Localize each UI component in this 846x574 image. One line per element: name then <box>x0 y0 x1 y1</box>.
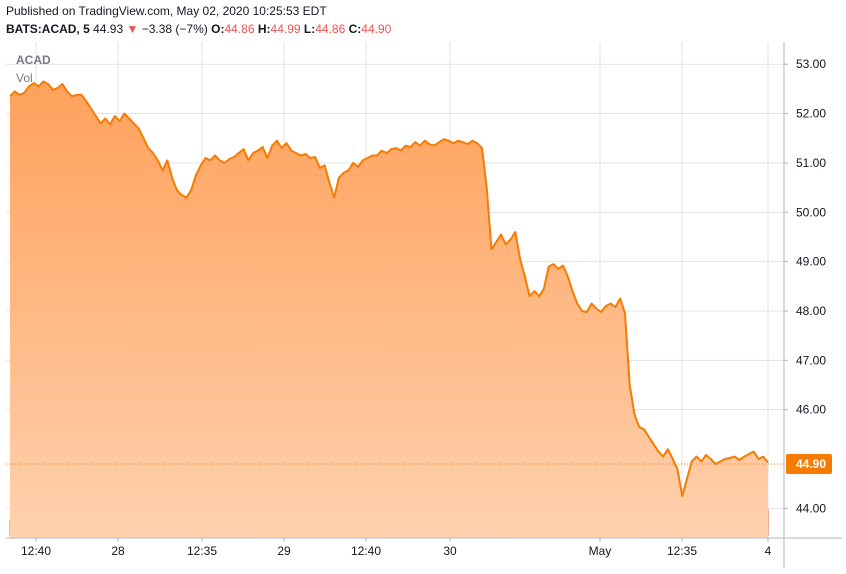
price-tick-label: 51.00 <box>796 156 826 170</box>
price-tick-label: 49.00 <box>796 255 826 269</box>
price-area-fill <box>10 81 768 538</box>
price-tick-label: 44.00 <box>796 501 826 515</box>
price-tick-label: 52.00 <box>796 107 826 121</box>
price-line <box>9 80 769 497</box>
price-chart[interactable]: 53.00 52.00 51.00 50.00 49.00 48.00 47.00 46.00… <box>6 42 842 568</box>
axis-frame <box>6 42 842 568</box>
open-value: 44.86 <box>224 22 255 36</box>
time-tick-label: 28 <box>111 544 125 558</box>
price-tick-label: 53.00 <box>796 57 826 71</box>
chart-container[interactable]: 53.00 52.00 51.00 50.00 49.00 48.00 47.00 46.00… <box>6 42 842 568</box>
price-tick-label: 46.00 <box>796 403 826 417</box>
last-price-tag-bg <box>786 453 832 474</box>
high-label: H: <box>257 22 271 36</box>
low-value: 44.86 <box>315 22 346 36</box>
time-tick-label: 12:40 <box>21 544 51 558</box>
price-tick-label: 50.00 <box>796 205 826 219</box>
time-tick-label: 12:35 <box>187 544 217 558</box>
close-label: C: <box>348 22 362 36</box>
time-axis[interactable]: 12:40 28 12:35 29 12:40 30 May 12:35 4 <box>21 538 772 558</box>
price-change: −3.38 (−7%) <box>141 22 208 36</box>
published-caption: Published on TradingView.com, May 02, 20… <box>6 4 327 18</box>
last-price-tag-label: 44.90 <box>796 457 826 471</box>
open-label: O: <box>211 22 225 36</box>
legend-volume: Vol <box>16 71 33 85</box>
price-axis[interactable]: 53.00 52.00 51.00 50.00 49.00 48.00 47.00 46.00… <box>784 57 826 515</box>
price-tick-label: 48.00 <box>796 304 826 318</box>
time-tick-label: May <box>589 544 612 558</box>
symbol-quote-line: BATS:ACAD, 5 44.93 ▼ −3.38 (−7%) O:44.86… <box>6 22 391 36</box>
down-arrow-icon: ▼ <box>126 22 139 36</box>
time-tick-label: 30 <box>443 544 457 558</box>
legend-symbol: ACAD <box>16 53 51 67</box>
time-tick-label: 12:40 <box>351 544 381 558</box>
last-price: 44.93 <box>93 22 124 36</box>
high-value: 44.99 <box>270 22 301 36</box>
time-tick-label: 4 <box>765 544 772 558</box>
time-tick-label: 12:35 <box>667 544 697 558</box>
last-price-tag: 44.90 <box>786 453 832 474</box>
time-tick-label: 29 <box>277 544 291 558</box>
close-value: 44.90 <box>361 22 392 36</box>
price-tick-label: 47.00 <box>796 353 826 367</box>
symbol-name: BATS:ACAD, 5 <box>6 22 90 36</box>
low-label: L: <box>303 22 316 36</box>
